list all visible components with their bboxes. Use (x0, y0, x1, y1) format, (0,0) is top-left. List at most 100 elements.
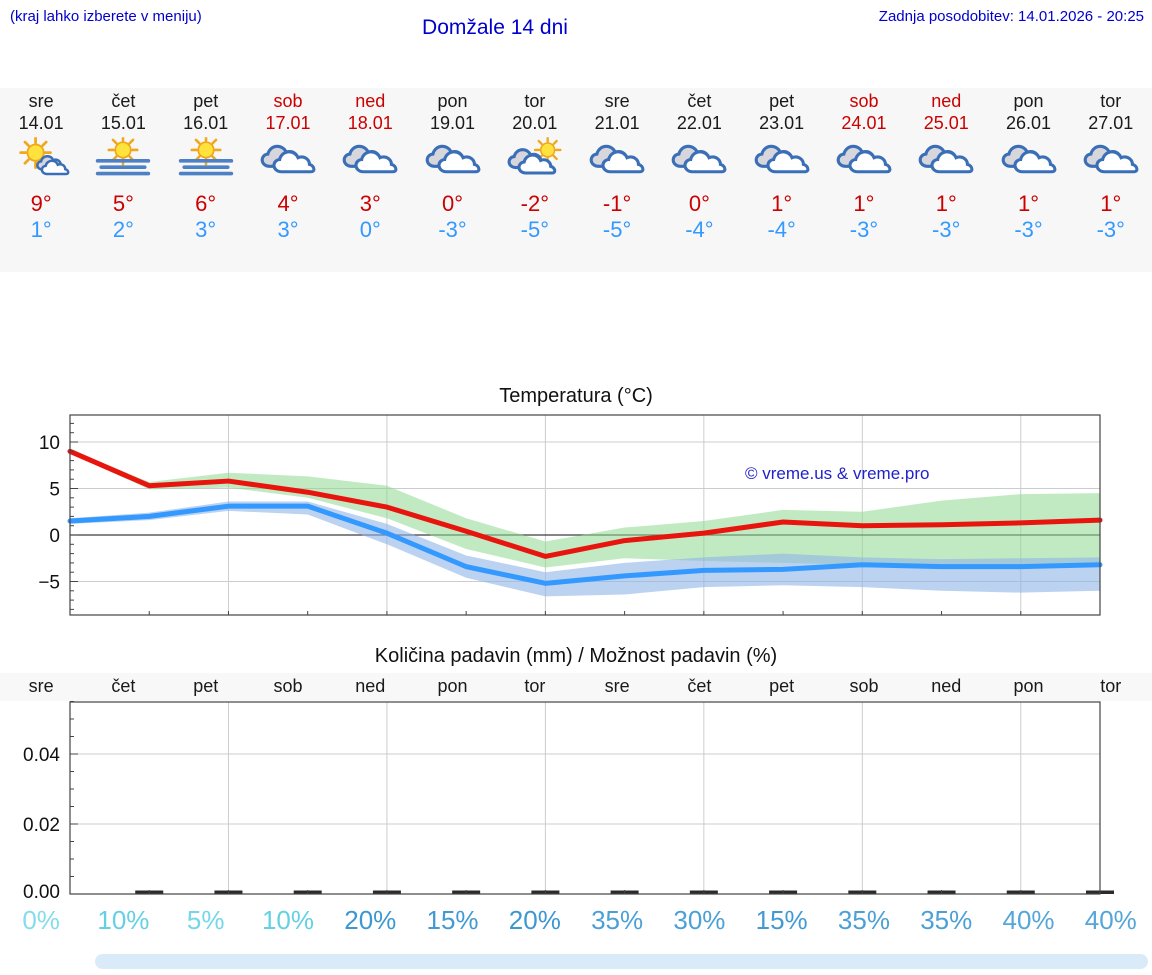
high-temperature: 1° (1017, 191, 1040, 216)
temp-y-tick-label: 5 (49, 480, 60, 501)
day-date: 24.01 (841, 113, 887, 133)
low-temperature: -3° (1014, 217, 1043, 242)
precip-day-label: pet (193, 676, 219, 696)
forecast-day: pon 26.01 1° -3° (987, 88, 1069, 272)
day-date: 21.01 (594, 113, 640, 133)
low-temperature: -5° (602, 217, 632, 242)
day-name: tor (1100, 91, 1122, 111)
precip-day-label: ned (355, 676, 386, 696)
day-date: 22.01 (676, 113, 722, 133)
day-date: 18.01 (347, 113, 393, 133)
temperature-chart-title: Temperatura (°C) (499, 385, 653, 407)
low-temperature: -3° (849, 217, 879, 242)
precip-probability-row: 0% 10% 5% 10% 20% 15% 20% 35% 30% 15% 35% 35% 40% 40% (0, 903, 1152, 937)
forecast-strip: sre 14.01 9° 1° čet 15.01 5° 2° pet 16.01 6° 3° sob 1… (0, 88, 1152, 272)
low-temperature: 2° (112, 217, 134, 242)
day-name: sob (849, 91, 879, 111)
cloudy-icon (341, 137, 399, 181)
temp-y-tick-label: −5 (38, 573, 60, 594)
day-name: čet (111, 91, 136, 111)
precip-day-label: sre (28, 676, 54, 696)
high-temperature: 3° (359, 191, 381, 216)
forecast-day: ned 18.01 3° 0° (329, 88, 411, 272)
precip-day-labels-row: sre čet pet sob ned pon tor sre čet pet sob ned pon t… (0, 673, 1152, 701)
cloudy-icon (588, 137, 646, 181)
high-temperature: 9° (30, 191, 52, 216)
day-name: pet (769, 91, 795, 111)
precipitation-chart: 0.00 0.02 0.04 (23, 701, 1114, 901)
forecast-day: sob 24.01 1° -3° (823, 88, 905, 272)
day-date: 15.01 (100, 113, 146, 133)
cloudy-icon (670, 137, 728, 181)
cloud-sun-icon (506, 137, 564, 181)
precip-day-label: tor (524, 676, 546, 696)
precip-probability: 40% (1002, 905, 1055, 935)
last-update-timestamp: Zadnja posodobitev: 14.01.2026 - 20:25 (878, 8, 1144, 25)
precip-y-tick-label: 0.04 (23, 745, 60, 766)
precip-day-label: čet (687, 676, 712, 696)
cloudy-icon (259, 137, 317, 181)
high-temperature: 5° (112, 191, 134, 216)
low-temperature: 3° (277, 217, 299, 242)
low-temperature: -3° (932, 217, 961, 242)
low-temperature: 1° (30, 217, 52, 242)
day-name: tor (524, 91, 546, 111)
precip-day-label: ned (931, 676, 962, 696)
max-temperature-range-band (70, 449, 1100, 568)
precip-chart-title: Količina padavin (mm) / Možnost padavin … (374, 645, 778, 667)
precip-probability: 35% (837, 905, 890, 935)
high-temperature: 4° (277, 191, 299, 216)
low-temperature: -5° (520, 217, 549, 242)
high-temperature: 0° (688, 191, 710, 216)
temp-y-tick-label: 0 (49, 526, 60, 547)
forecast-day: ned 25.01 1° -3° (905, 88, 987, 272)
max-temperature-line (67, 448, 1103, 559)
cloudy-icon (917, 137, 975, 181)
precip-day-label: sob (849, 676, 879, 696)
low-temperature: -4° (685, 217, 714, 242)
forecast-day: čet 15.01 5° 2° (82, 88, 164, 272)
precip-probability: 15% (426, 905, 479, 935)
precip-day-label: pon (1013, 676, 1044, 696)
precip-y-tick-label: 0.00 (23, 882, 60, 901)
day-name: pet (193, 91, 219, 111)
high-temperature: 1° (1100, 191, 1122, 216)
precip-probability: 20% (344, 905, 397, 935)
cloudy-icon (753, 137, 811, 181)
day-date: 16.01 (183, 113, 229, 133)
precip-y-tick-label: 0.02 (23, 815, 60, 836)
precip-probability: 15% (755, 905, 808, 935)
forecast-day: sre 14.01 9° 1° (0, 88, 82, 272)
cloudy-icon (424, 137, 482, 181)
forecast-day: pet 23.01 1° -4° (741, 88, 823, 272)
sun-fog-icon (94, 137, 152, 181)
cloudy-icon (835, 137, 893, 181)
precip-day-label: sre (604, 676, 630, 696)
horizontal-scrollbar[interactable] (95, 954, 1148, 969)
day-name: pon (437, 91, 468, 111)
precip-probability: 0% (22, 905, 60, 935)
forecast-day: čet 22.01 0° -4° (658, 88, 740, 272)
page-title: Domžale 14 dni (422, 16, 568, 39)
precip-probability: 20% (508, 905, 561, 935)
high-temperature: -1° (602, 191, 632, 216)
day-name: ned (931, 91, 962, 111)
precip-probability: 5% (186, 905, 225, 935)
temp-y-tick-label: 10 (39, 433, 60, 454)
watermark: © vreme.us & vreme.pro (745, 464, 930, 483)
day-date: 23.01 (759, 113, 805, 133)
day-date: 19.01 (430, 113, 476, 133)
low-temperature: -4° (767, 217, 796, 242)
day-name: ned (355, 91, 386, 111)
precip-day-label: pon (437, 676, 468, 696)
sun-fog-icon (177, 137, 235, 181)
day-name: sre (28, 91, 54, 111)
high-temperature: 1° (935, 191, 957, 216)
high-temperature: 6° (195, 191, 217, 216)
high-temperature: 0° (442, 191, 464, 216)
precip-probability: 40% (1084, 905, 1137, 935)
precip-probability: 10% (97, 905, 150, 935)
day-date: 25.01 (923, 113, 969, 133)
precip-day-label: čet (111, 676, 136, 696)
day-date: 20.01 (512, 113, 558, 133)
